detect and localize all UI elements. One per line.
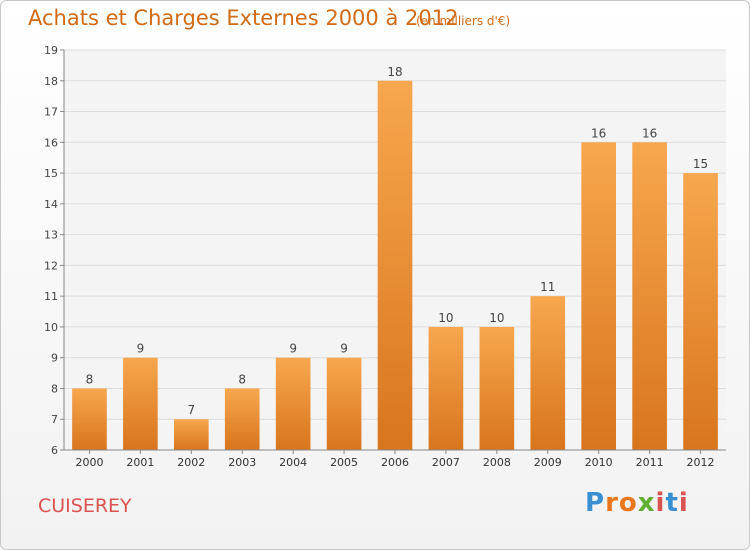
x-tick-label: 2009 bbox=[534, 456, 562, 469]
brand-letter: P bbox=[585, 488, 606, 518]
x-tick-label: 2008 bbox=[483, 456, 511, 469]
brand-letter: o bbox=[618, 488, 638, 518]
data-label: 16 bbox=[591, 126, 606, 140]
x-tick-label: 2005 bbox=[330, 456, 358, 469]
x-tick-label: 2006 bbox=[381, 456, 409, 469]
y-tick-label: 13 bbox=[44, 229, 58, 242]
y-tick-label: 8 bbox=[51, 382, 58, 395]
place-name: CUISEREY bbox=[38, 495, 132, 517]
bar bbox=[428, 326, 464, 450]
brand-letter: i bbox=[678, 488, 689, 518]
data-label: 10 bbox=[438, 311, 453, 325]
y-tick-label: 10 bbox=[44, 321, 58, 334]
data-label: 9 bbox=[289, 342, 297, 356]
data-label: 10 bbox=[489, 311, 504, 325]
y-tick-label: 15 bbox=[44, 167, 58, 180]
y-tick-label: 14 bbox=[44, 198, 58, 211]
y-tick-label: 17 bbox=[44, 106, 58, 119]
bar bbox=[581, 142, 617, 451]
value-labels: 8 9 7 8 9 9 18 10 10 11 16 16 15 bbox=[86, 65, 709, 417]
data-label: 16 bbox=[642, 126, 657, 140]
x-tick-label: 2011 bbox=[636, 456, 664, 469]
y-tick-label: 9 bbox=[51, 352, 58, 365]
brand-letter: r bbox=[605, 488, 619, 518]
chart-subtitle: (en milliers d'€) bbox=[416, 14, 511, 28]
bar bbox=[479, 326, 515, 450]
y-tick-label: 19 bbox=[44, 44, 58, 57]
bar bbox=[123, 357, 158, 450]
data-label: 8 bbox=[238, 372, 246, 386]
y-tick-label: 12 bbox=[44, 259, 58, 272]
data-label: 15 bbox=[693, 157, 708, 171]
bar bbox=[683, 173, 718, 451]
data-label: 9 bbox=[340, 342, 348, 356]
x-tick-label: 2004 bbox=[279, 456, 307, 469]
data-label: 7 bbox=[187, 403, 195, 417]
y-tick-label: 7 bbox=[51, 413, 58, 426]
y-tick-label: 18 bbox=[44, 75, 58, 88]
y-tick-label: 6 bbox=[51, 444, 58, 457]
bar bbox=[530, 296, 566, 450]
x-tick-label: 2001 bbox=[126, 456, 154, 469]
bar bbox=[632, 142, 667, 451]
bar bbox=[326, 357, 362, 450]
brand-logo: Proxiti bbox=[585, 488, 689, 518]
bar bbox=[224, 388, 260, 450]
x-tick-label: 2003 bbox=[228, 456, 256, 469]
bar bbox=[377, 80, 413, 451]
data-label: 11 bbox=[540, 280, 555, 294]
brand-letter: t bbox=[665, 488, 679, 518]
data-label: 9 bbox=[137, 342, 145, 356]
bars bbox=[72, 80, 718, 451]
data-label: 8 bbox=[86, 372, 94, 386]
bar bbox=[275, 357, 311, 450]
x-tick-label: 2010 bbox=[585, 456, 613, 469]
x-tick-label: 2000 bbox=[75, 456, 103, 469]
x-tick-label: 2002 bbox=[177, 456, 205, 469]
y-tick-label: 11 bbox=[44, 290, 58, 303]
x-tick-label: 2012 bbox=[687, 456, 715, 469]
brand-letter: i bbox=[655, 488, 666, 518]
bar bbox=[72, 388, 107, 450]
chart-title: Achats et Charges Externes 2000 à 2012 bbox=[28, 6, 459, 30]
axes: 6 7 8 9 10 11 12 13 14 15 16 17 18 19 2000 2001 2002 2003… bbox=[44, 44, 726, 469]
bar bbox=[173, 419, 209, 450]
y-tick-label: 16 bbox=[44, 136, 58, 149]
x-tick-label: 2007 bbox=[432, 456, 460, 469]
brand-letter: x bbox=[637, 488, 656, 518]
data-label: 18 bbox=[387, 65, 402, 79]
